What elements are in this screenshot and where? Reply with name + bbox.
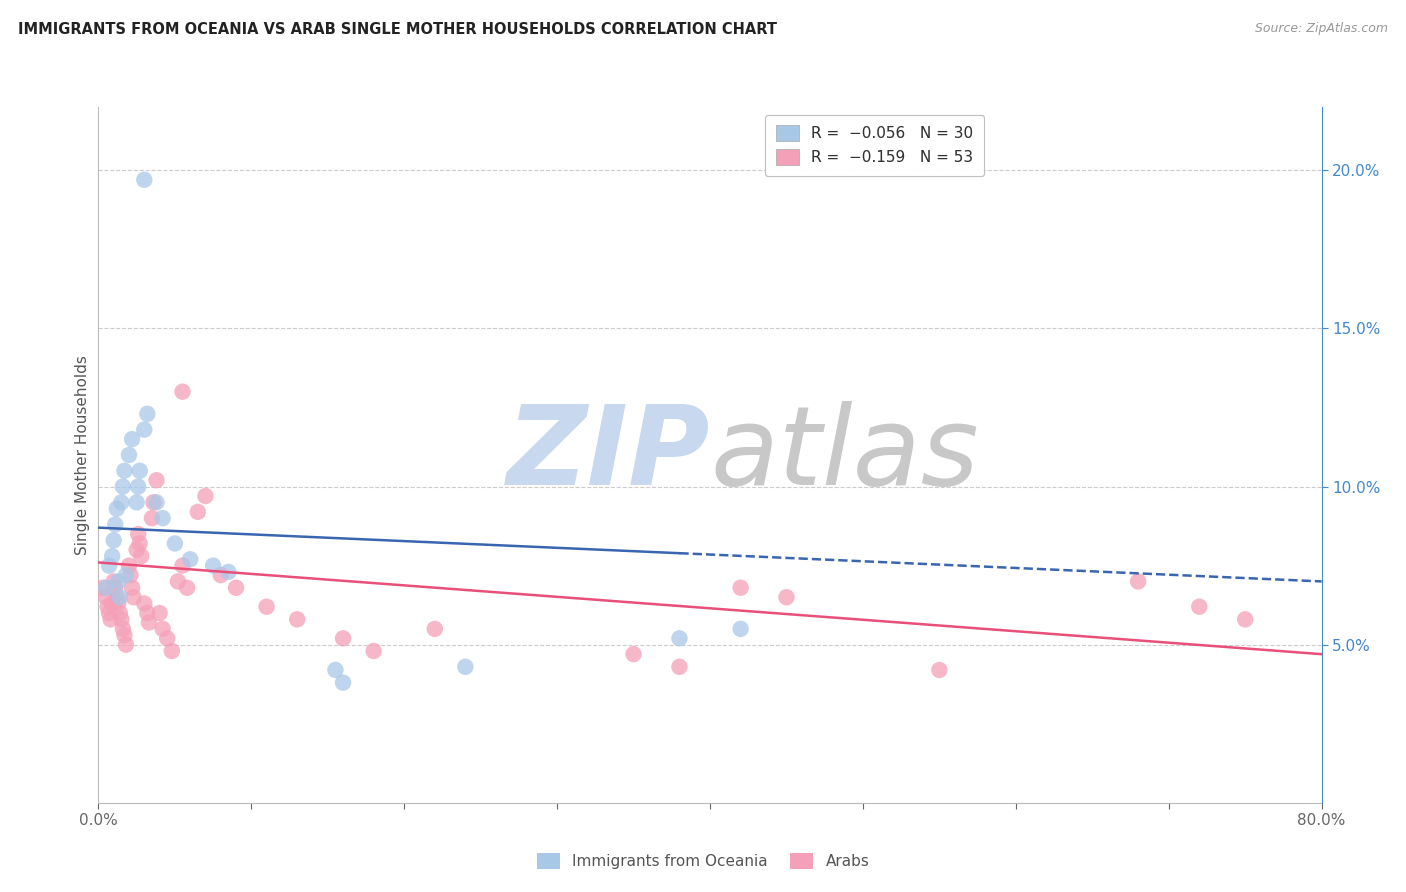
Point [730,581,752,595]
Point [187,505,209,519]
Point [115,568,138,582]
Point [149,606,172,620]
Point [118,558,141,573]
Point [668,632,690,646]
Point [128,464,150,478]
Point [127,479,149,493]
Point [129,549,152,563]
Text: IMMIGRANTS FROM OCEANIA VS ARAB SINGLE MOTHER HOUSEHOLDS CORRELATION CHART: IMMIGRANTS FROM OCEANIA VS ARAB SINGLE M… [18,22,778,37]
Point [134,173,156,187]
Point [167,574,190,589]
Point [111,622,134,636]
Point [285,612,308,626]
Point [363,644,385,658]
Point [125,495,148,509]
Point [108,591,131,605]
Point [142,495,165,509]
Point [136,407,159,421]
Point [225,581,247,595]
Point [107,574,129,589]
Point [209,568,232,582]
Point [136,606,159,620]
Point [105,501,128,516]
Point [108,606,131,620]
Point [163,536,186,550]
Point [454,660,477,674]
Point [91,581,114,595]
Point [104,517,127,532]
Point [112,628,135,642]
Point [121,581,143,595]
Point [125,542,148,557]
Point [145,473,167,487]
Point [668,660,690,674]
Point [112,464,135,478]
Point [141,511,163,525]
Text: Source: ZipAtlas.com: Source: ZipAtlas.com [1254,22,1388,36]
Point [332,632,354,646]
Point [325,663,347,677]
Point [332,675,354,690]
Point [423,622,446,636]
Point [103,574,125,589]
Point [115,638,138,652]
Point [152,622,174,636]
Point [145,495,167,509]
Point [101,597,124,611]
Point [110,495,132,509]
Point [118,448,141,462]
Point [256,599,278,614]
Point [120,568,142,582]
Point [98,558,121,573]
Point [217,565,239,579]
Point [122,591,145,605]
Point [111,479,134,493]
Point [134,597,156,611]
Point [94,581,117,595]
Point [134,423,156,437]
Point [103,533,125,548]
Point [156,632,179,646]
Legend: R =  −0.056   N = 30, R =  −0.159   N = 53: R = −0.056 N = 30, R = −0.159 N = 53 [765,115,984,176]
Point [928,663,950,677]
Point [176,581,198,595]
Point [179,552,201,566]
Point [152,511,174,525]
Point [110,612,132,626]
Text: atlas: atlas [710,401,979,508]
Point [1188,599,1211,614]
Point [1128,574,1150,589]
Point [172,384,194,399]
Point [105,591,128,605]
Point [775,591,797,605]
Point [121,432,143,446]
Point [98,606,121,620]
Point [127,527,149,541]
Point [128,536,150,550]
Point [94,591,117,605]
Legend: Immigrants from Oceania, Arabs: Immigrants from Oceania, Arabs [530,847,876,875]
Point [730,622,752,636]
Point [194,489,217,503]
Point [172,558,194,573]
Y-axis label: Single Mother Households: Single Mother Households [75,355,90,555]
Point [138,615,160,630]
Point [104,581,127,595]
Point [100,612,122,626]
Point [97,599,120,614]
Point [1234,612,1257,626]
Point [202,558,225,573]
Point [623,647,645,661]
Point [107,597,129,611]
Point [160,644,183,658]
Text: ZIP: ZIP [506,401,710,508]
Point [101,549,124,563]
